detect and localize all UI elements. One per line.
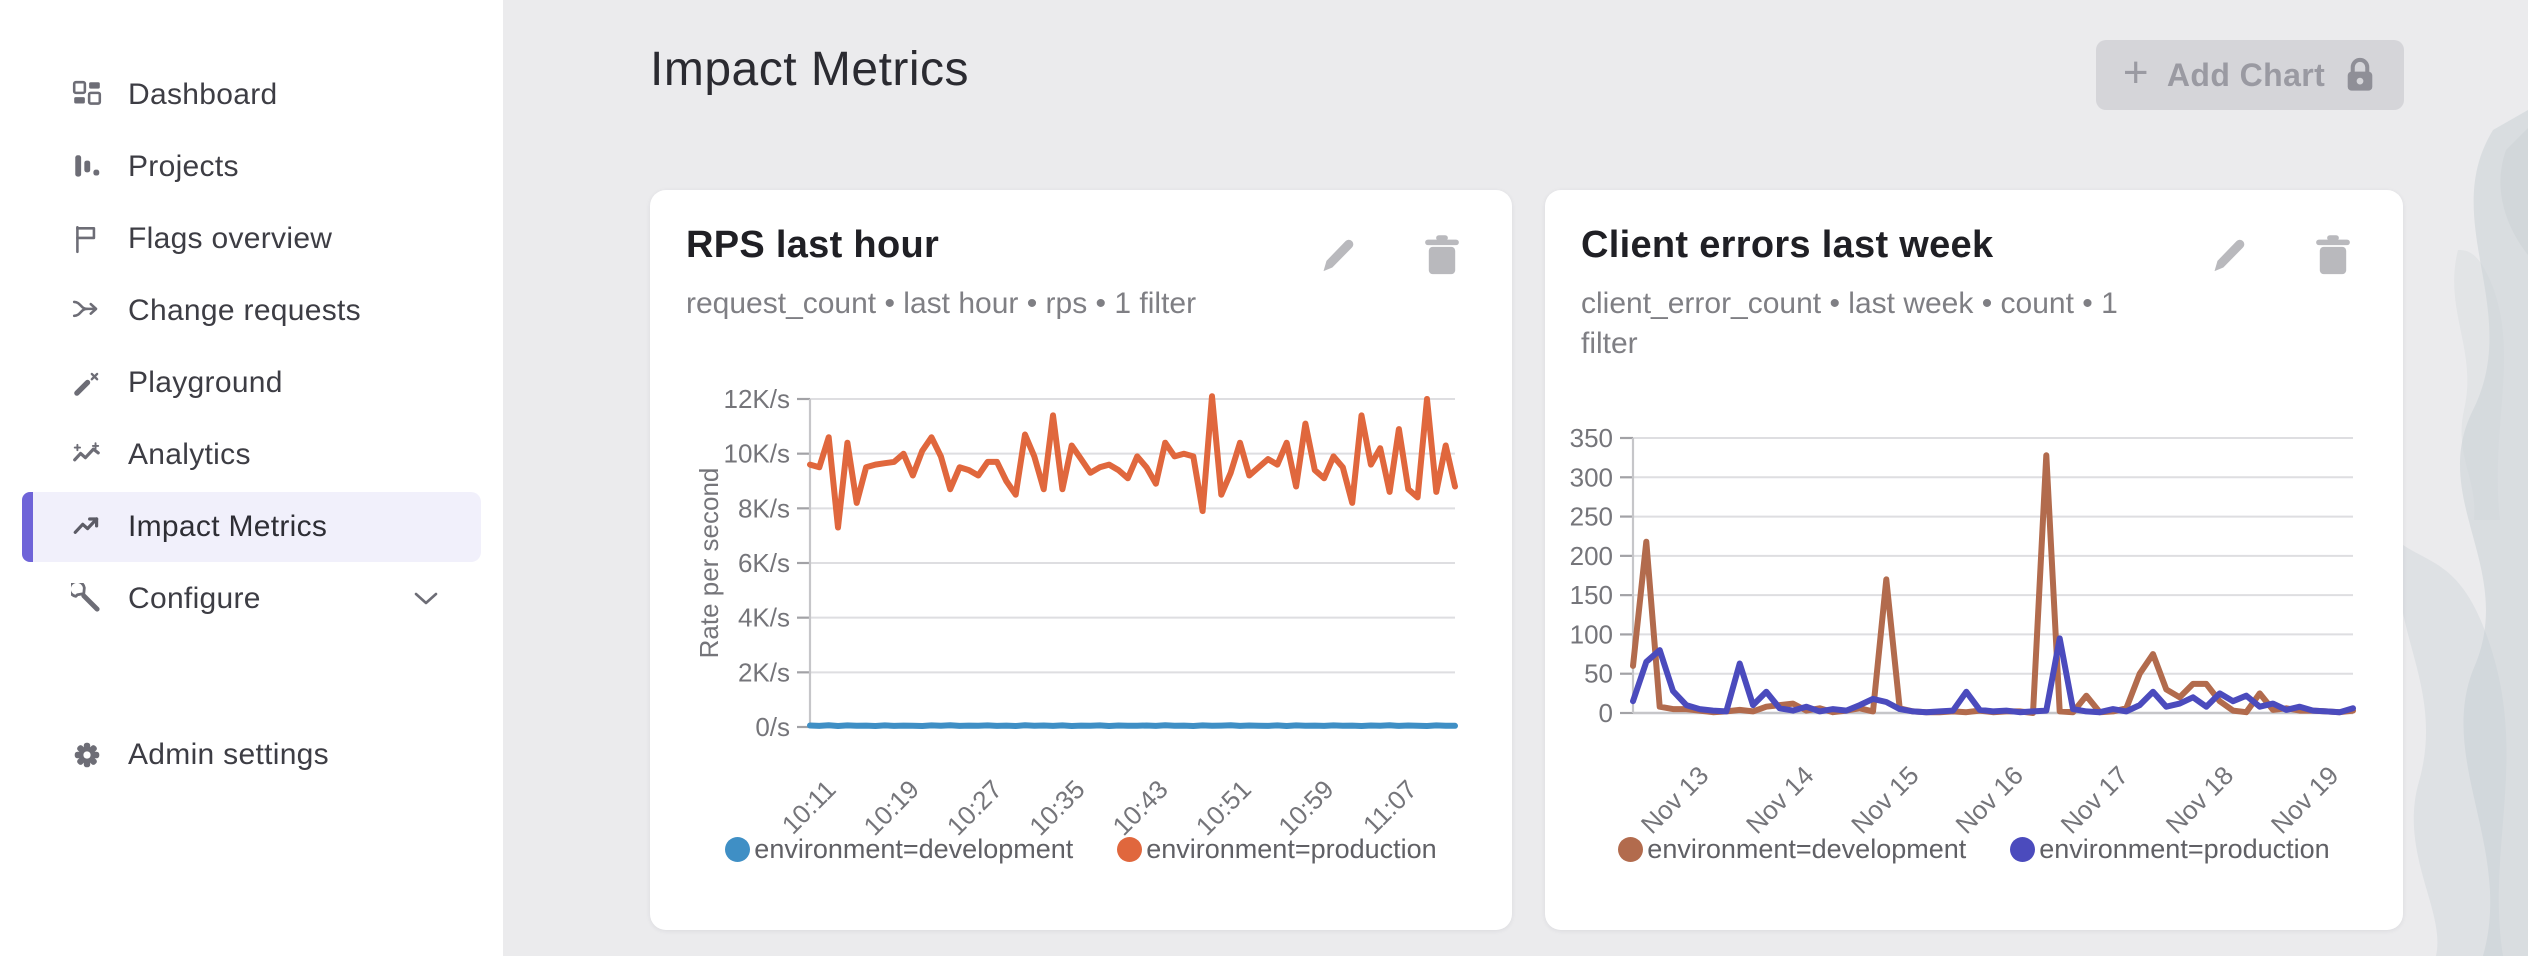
sidebar-item-impact-metrics[interactable]: Impact Metrics [22, 492, 481, 562]
card-title: Client errors last week [1581, 224, 1994, 266]
chevron-down-icon [413, 591, 439, 607]
merge-arrow-icon [70, 294, 104, 328]
svg-text:10:51: 10:51 [1190, 774, 1257, 841]
svg-text:4K/s: 4K/s [738, 603, 790, 633]
chart-card-client-errors: Client errors last week client_error_cou… [1545, 190, 2403, 930]
flag-icon [70, 222, 104, 256]
svg-text:Nov 14: Nov 14 [1740, 760, 1819, 839]
svg-text:8K/s: 8K/s [738, 493, 790, 523]
svg-text:2K/s: 2K/s [738, 657, 790, 687]
magic-wand-icon [70, 366, 104, 400]
card-subtitle: request_count • last hour • rps • 1 filt… [686, 287, 1197, 320]
svg-text:150: 150 [1570, 580, 1613, 610]
sidebar-item-label: Change requests [128, 294, 361, 327]
legend-item: environment=production [2010, 834, 2330, 865]
legend-label: environment=development [754, 834, 1074, 864]
svg-text:6K/s: 6K/s [738, 548, 790, 578]
svg-text:10:43: 10:43 [1107, 774, 1174, 841]
background-watermark [2399, 110, 2528, 956]
sidebar: Dashboard Projects Flags overview [0, 0, 503, 956]
client-errors-chart-legend: environment=development environment=produ… [1545, 834, 2403, 865]
legend-label: environment=production [1146, 834, 1437, 864]
svg-text:0: 0 [1599, 698, 1613, 728]
svg-text:11:07: 11:07 [1357, 774, 1423, 840]
svg-text:300: 300 [1570, 462, 1613, 492]
sidebar-item-label: Projects [128, 150, 239, 183]
legend-dot [1618, 837, 1644, 862]
legend-label: environment=development [1647, 834, 1967, 864]
delete-chart-button[interactable] [2309, 232, 2357, 280]
svg-text:10:11: 10:11 [776, 774, 842, 840]
dashboard-grid-icon [70, 78, 104, 112]
legend-label: environment=production [2039, 834, 2330, 864]
sidebar-item-analytics[interactable]: Analytics [22, 420, 481, 490]
svg-text:100: 100 [1570, 619, 1613, 649]
lock-icon [2343, 56, 2377, 94]
sidebar-item-projects[interactable]: Projects [22, 132, 481, 202]
edit-pencil-icon [1314, 233, 1358, 280]
sidebar-item-playground[interactable]: Playground [22, 348, 481, 418]
sidebar-item-label: Playground [128, 366, 283, 399]
svg-text:10:35: 10:35 [1023, 774, 1090, 841]
sidebar-item-label: Impact Metrics [128, 510, 328, 543]
sparkle-line-icon [70, 438, 104, 472]
legend-dot [2010, 837, 2036, 862]
trending-up-icon [70, 510, 104, 544]
sidebar-item-configure[interactable]: Configure [22, 564, 481, 634]
svg-text:10:59: 10:59 [1272, 774, 1339, 841]
svg-text:250: 250 [1570, 502, 1613, 532]
plus-icon: + [2122, 48, 2149, 97]
svg-text:Nov 17: Nov 17 [2055, 760, 2134, 839]
svg-text:Nov 19: Nov 19 [2265, 760, 2344, 839]
sidebar-item-flags-overview[interactable]: Flags overview [22, 204, 481, 274]
svg-text:50: 50 [1584, 659, 1613, 689]
sidebar-item-label: Dashboard [128, 78, 278, 111]
svg-text:200: 200 [1570, 541, 1613, 571]
sidebar-item-label: Flags overview [128, 222, 333, 255]
bar-chart-icon [70, 150, 104, 184]
add-chart-label: Add Chart [2166, 56, 2326, 93]
legend-item: environment=production [1117, 834, 1437, 865]
gear-icon [70, 738, 104, 772]
legend-dot [1117, 837, 1143, 862]
trash-icon [2311, 233, 2355, 280]
svg-text:10:27: 10:27 [941, 774, 1008, 841]
sidebar-item-label: Admin settings [128, 738, 329, 771]
svg-text:10:19: 10:19 [858, 774, 925, 841]
page-title: Impact Metrics [650, 43, 970, 96]
card-title: RPS last hour [686, 224, 940, 266]
sidebar-item-label: Analytics [128, 438, 251, 471]
svg-text:350: 350 [1570, 423, 1613, 453]
legend-item: environment=development [1618, 834, 1966, 865]
svg-text:Nov 16: Nov 16 [1950, 760, 2029, 839]
edit-chart-button[interactable] [2203, 232, 2251, 280]
sidebar-item-dashboard[interactable]: Dashboard [22, 60, 481, 130]
legend-dot [725, 837, 751, 862]
client-errors-chart: 0 50 100 150 200 250 300 350 Nov 13 Nov 14 Nov 15 N… [1570, 423, 2356, 840]
edit-chart-button[interactable] [1312, 232, 1360, 280]
sidebar-item-label: Configure [128, 582, 261, 615]
wrench-icon [70, 582, 104, 616]
chart-card-rps: RPS last hour request_count • last hour … [650, 190, 1512, 930]
svg-text:Nov 13: Nov 13 [1635, 760, 1714, 839]
svg-text:0/s: 0/s [755, 712, 790, 742]
sidebar-item-admin-settings[interactable]: Admin settings [22, 720, 481, 790]
svg-text:Nov 15: Nov 15 [1845, 760, 1924, 839]
selected-accent-bar [22, 492, 33, 562]
card-subtitle: client_error_count • last week • count •… [1581, 287, 2118, 360]
edit-pencil-icon [2205, 233, 2249, 280]
svg-text:Nov 18: Nov 18 [2160, 760, 2239, 839]
svg-text:10K/s: 10K/s [724, 439, 791, 469]
delete-chart-button[interactable] [1418, 232, 1466, 280]
add-chart-button[interactable]: + Add Chart [2096, 40, 2404, 110]
svg-text:12K/s: 12K/s [724, 384, 791, 414]
rps-chart-legend: environment=development environment=produ… [650, 834, 1512, 865]
svg-text:Rate per second: Rate per second [694, 468, 724, 659]
trash-icon [1420, 233, 1464, 280]
legend-item: environment=development [725, 834, 1073, 865]
sidebar-item-change-requests[interactable]: Change requests [22, 276, 481, 346]
